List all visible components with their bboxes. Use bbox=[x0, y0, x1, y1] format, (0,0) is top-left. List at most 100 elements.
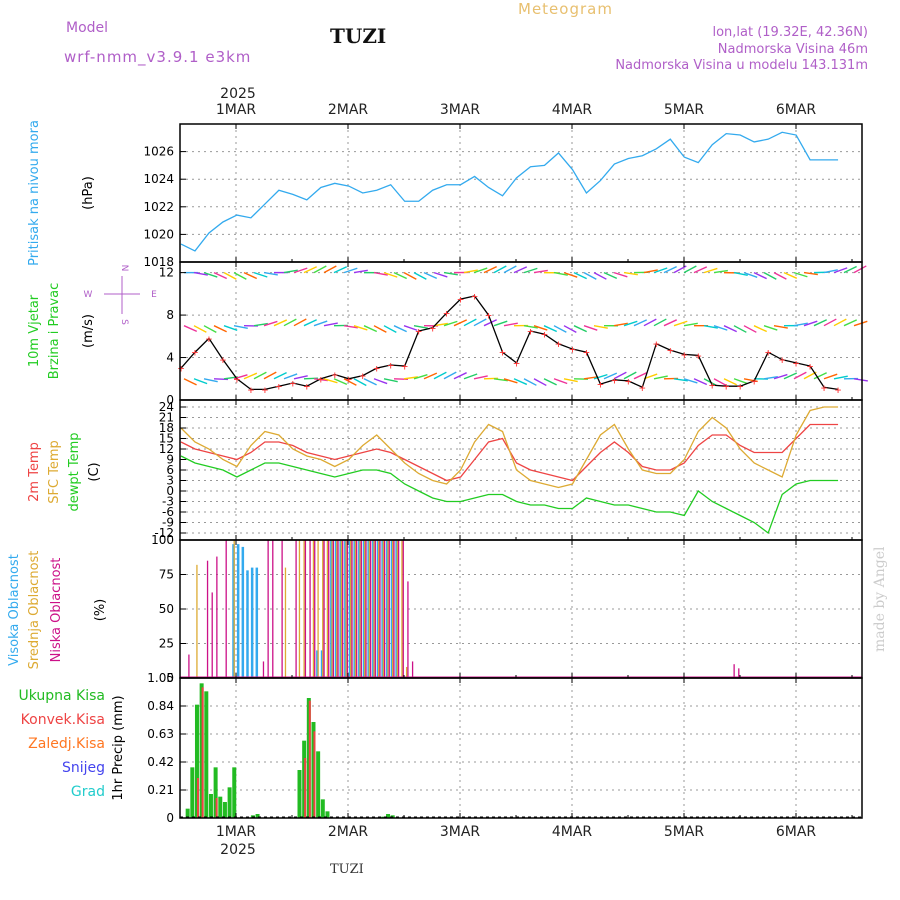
cloud-bar-3 bbox=[309, 540, 311, 678]
precip-bar-1 bbox=[222, 802, 227, 818]
precip-bar-1 bbox=[227, 787, 232, 818]
cloud-bar-2 bbox=[378, 540, 380, 678]
wind-gust-mark: + bbox=[276, 380, 283, 393]
wind-ytick-label: 4 bbox=[166, 351, 174, 365]
wind-arrow bbox=[233, 325, 248, 330]
wind-arrow bbox=[763, 325, 778, 331]
wind-arrow bbox=[493, 378, 508, 382]
wind-arrow bbox=[283, 373, 298, 380]
cloud-bar-1 bbox=[358, 540, 361, 678]
wind-arrow bbox=[253, 322, 268, 327]
cloud-bar-3 bbox=[188, 654, 190, 678]
wind-arrow bbox=[223, 271, 237, 280]
wind-arrow bbox=[823, 269, 838, 274]
wind-arrow bbox=[793, 271, 808, 278]
cloud-bar-2 bbox=[350, 540, 352, 678]
wind-arrow bbox=[583, 325, 598, 331]
cloud-bar-3 bbox=[332, 540, 335, 678]
wind-gust-mark: + bbox=[681, 348, 688, 361]
wind-arrow bbox=[343, 267, 358, 274]
precip-bar-1 bbox=[325, 811, 330, 818]
wind-ytick-label: 12 bbox=[159, 266, 174, 280]
wind-arrow bbox=[853, 378, 868, 382]
cloud-bar-2 bbox=[387, 540, 389, 678]
bottom-year-label: 2025 bbox=[220, 842, 256, 858]
compass-east: E bbox=[151, 290, 157, 300]
wind-gust-mark: + bbox=[513, 357, 520, 370]
precip-bar-2 bbox=[308, 700, 311, 818]
wind-arrow bbox=[383, 378, 398, 383]
cloud-bar-1 bbox=[395, 540, 398, 678]
temp-ytick-label: 6 bbox=[166, 463, 174, 477]
temp-line-3 bbox=[180, 455, 839, 535]
wind-arrow bbox=[753, 325, 768, 333]
wind-gust-mark: + bbox=[737, 380, 744, 393]
pressure-unit: (hPa) bbox=[81, 176, 96, 210]
wind-ylabel-1: 10m Vjetar bbox=[27, 294, 42, 367]
cloud-bar-1 bbox=[372, 540, 375, 678]
wind-arrow bbox=[813, 372, 827, 380]
wind-arrow bbox=[393, 325, 407, 333]
temp-ylabel-2: SFC Temp bbox=[47, 440, 62, 504]
temp-ytick-label: 3 bbox=[166, 474, 174, 488]
cloud-bar-3 bbox=[393, 540, 395, 678]
wind-arrow bbox=[853, 265, 867, 274]
precip-unit: 1hr Precip (mm) bbox=[111, 695, 126, 800]
wind-gust-mark: + bbox=[555, 338, 562, 351]
cloud-bar-1 bbox=[348, 540, 352, 678]
wind-arrow bbox=[843, 265, 857, 274]
wind-arrow bbox=[683, 265, 697, 274]
wind-arrow bbox=[363, 378, 377, 386]
cloud-bar-2 bbox=[312, 540, 315, 678]
wind-arrow bbox=[323, 322, 338, 327]
wind-gust-mark: + bbox=[821, 381, 828, 394]
temp-ytick-label: 9 bbox=[166, 453, 174, 467]
wind-gust-mark: + bbox=[807, 360, 814, 373]
wind-arrow bbox=[493, 320, 508, 327]
wind-gust-mark: + bbox=[206, 332, 213, 345]
wind-arrow bbox=[633, 372, 647, 380]
precip-bar-2 bbox=[201, 687, 204, 818]
cloud-bar-3 bbox=[225, 540, 227, 678]
cloud-bar-3 bbox=[342, 540, 344, 678]
cloud-bar-1 bbox=[390, 540, 394, 678]
wind-arrow bbox=[283, 318, 297, 327]
wind-arrow bbox=[613, 371, 627, 380]
cloud-bar-3 bbox=[407, 581, 409, 678]
wind-arrow bbox=[823, 318, 837, 327]
wind-ylabel-2: Brzina i Pravac bbox=[47, 283, 62, 380]
precip-bar-1 bbox=[213, 767, 218, 818]
cloud-bar-1 bbox=[334, 540, 338, 678]
cloud-bar-1 bbox=[330, 540, 333, 678]
wind-arrow bbox=[673, 320, 688, 327]
wind-arrow bbox=[423, 271, 438, 280]
cloud-bar-1 bbox=[255, 567, 259, 678]
top-day-label: 4MAR bbox=[552, 102, 593, 118]
wind-arrow bbox=[263, 271, 278, 276]
wind-arrow bbox=[433, 371, 447, 380]
wind-arrow bbox=[603, 372, 618, 380]
wind-arrow bbox=[323, 378, 338, 384]
wind-arrow bbox=[643, 373, 658, 380]
wind-arrow bbox=[623, 320, 638, 327]
cloud-bar-2 bbox=[317, 540, 319, 678]
temp-line-2 bbox=[180, 406, 839, 489]
wind-arrow bbox=[823, 373, 838, 380]
wind-arrow bbox=[293, 267, 308, 274]
wind-arrow bbox=[213, 378, 229, 381]
cloud-bar-2 bbox=[396, 540, 398, 678]
wind-arrow bbox=[543, 378, 557, 386]
precip-bar-1 bbox=[386, 814, 391, 818]
precip-bar-2 bbox=[304, 758, 307, 818]
cloud-bar-3 bbox=[397, 540, 400, 678]
temp-ytick-label: -12 bbox=[154, 526, 174, 540]
clouds-ytick-label: 75 bbox=[159, 568, 174, 582]
cloud-bar-2 bbox=[331, 540, 333, 678]
compass-south: S bbox=[119, 319, 129, 325]
wind-arrow bbox=[503, 378, 518, 384]
wind-arrow bbox=[203, 325, 217, 333]
cloud-bar-3 bbox=[323, 540, 325, 678]
wind-arrow bbox=[583, 271, 597, 280]
precip-legend-1: Ukupna Kisa bbox=[18, 688, 105, 704]
precip-legend-5: Grad bbox=[71, 784, 105, 800]
